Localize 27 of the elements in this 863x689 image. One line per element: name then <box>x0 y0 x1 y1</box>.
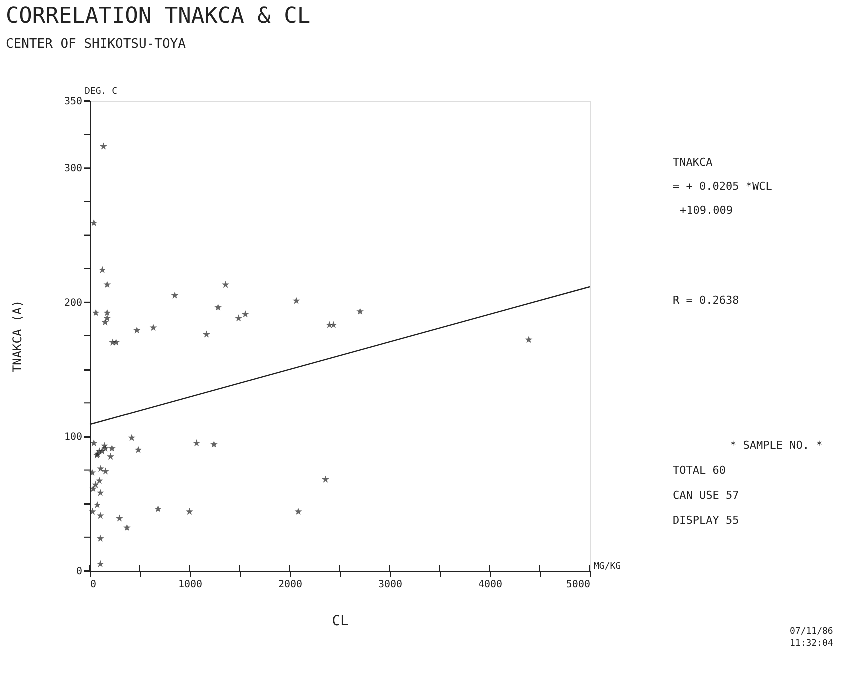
text: 11:32:04 <box>790 639 834 649</box>
text: CAN USE 57 <box>673 489 740 502</box>
y-axis-title: TNAKCA (A) <box>10 300 24 373</box>
text: +109.009 <box>680 204 733 217</box>
y-tick-label: 300 <box>64 164 82 175</box>
text: R = 0.2638 <box>673 294 740 307</box>
x-tick-label: 4000 <box>478 580 503 590</box>
chart-subtitle: CENTER OF SHIKOTSU-TOYA <box>6 37 186 52</box>
y-tick-label: 100 <box>64 432 82 444</box>
text: DISPLAY 55 <box>673 514 740 527</box>
x-tick-label: 2000 <box>278 580 303 590</box>
y-tick-label: 0 <box>76 566 82 578</box>
text: MG/KG <box>594 562 622 572</box>
text: * SAMPLE NO. * <box>730 439 823 452</box>
text: TNAKCA <box>673 156 714 169</box>
x-tick-label: 1000 <box>178 580 203 590</box>
x-tick-label: 0 <box>90 580 97 590</box>
x-axis-title: CL <box>332 614 349 630</box>
x-tick-label: 3000 <box>378 580 403 590</box>
y-tick-label: 350 <box>64 96 82 108</box>
text: DEG. C <box>85 87 118 97</box>
text: = + 0.0205 *WCL <box>673 180 773 193</box>
chart-title: CORRELATION TNAKCA & CL <box>6 4 311 29</box>
x-tick-label: 5000 <box>566 580 590 590</box>
text: TOTAL 60 <box>673 464 726 477</box>
y-tick-label: 200 <box>64 298 82 309</box>
text: 07/11/86 <box>790 627 834 637</box>
